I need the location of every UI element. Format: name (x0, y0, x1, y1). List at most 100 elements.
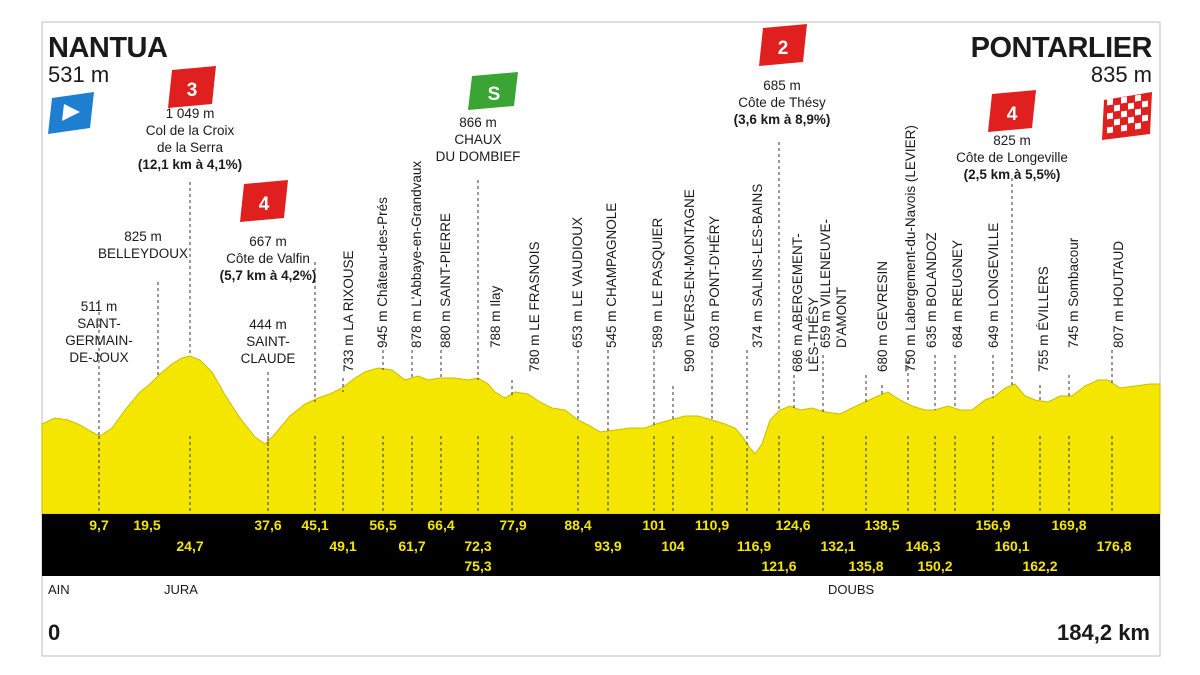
climb-label-line: Col de la Croix (146, 123, 235, 138)
km-mark: 160,1 (994, 538, 1029, 554)
climb-badge-cat-4: 4 (988, 90, 1036, 132)
place-label-vertical: 807 m HOUTAUD (1111, 241, 1126, 348)
km-mark: 162,2 (1022, 558, 1057, 574)
km-mark: 150,2 (917, 558, 952, 574)
km-mark: 61,7 (398, 538, 425, 554)
climb-badge-number: 4 (259, 194, 270, 215)
km-mark: 121,6 (761, 558, 796, 574)
km-mark: 45,1 (301, 517, 328, 533)
sprint-badge-letter: S (488, 84, 501, 105)
km-mark: 146,3 (905, 538, 940, 554)
km-mark: 110,9 (695, 517, 729, 533)
climb-label: 825 m Côte de Longeville (2,5 km à 5,5%) (956, 133, 1068, 182)
place-label-vertical: 589 m LE PASQUIER (650, 217, 665, 348)
place-label-text-2: D'AMONT (834, 287, 849, 348)
place-label-text-2: LÈS-THÉSY (806, 297, 821, 372)
place-label-line: DE-JOUX (69, 350, 128, 365)
place-label-text: 653 m LE VAUDIOUX (570, 217, 585, 348)
place-label-vertical: 545 m CHAMPAGNOLE (604, 203, 619, 348)
sprint-label-line: 866 m (459, 115, 497, 130)
finish-altitude: 835 m (1091, 62, 1152, 87)
km-mark: 72,3 (464, 538, 491, 554)
place-label-vertical: 745 m Sombacour (1066, 237, 1081, 348)
place-label: 444 m SAINT- CLAUDE (241, 317, 296, 366)
finish-flag-icon (1102, 92, 1152, 140)
climb-stats: (2,5 km à 5,5%) (964, 167, 1061, 182)
km-mark: 104 (661, 538, 685, 554)
climb-labels: 1 049 m Col de la Croix de la Serra (12,1 k… (138, 78, 1068, 283)
start-name: NANTUA (48, 32, 168, 64)
climb-label-line: Côte de Thésy (738, 95, 826, 110)
km-mark: 75,3 (464, 558, 491, 574)
place-label-vertical: 945 m Château-des-Prés (375, 197, 390, 348)
climb-badges: 3 4 2 4 S (168, 24, 1036, 222)
km-mark: 19,5 (133, 517, 160, 533)
climb-label-line: 685 m (763, 78, 801, 93)
marker-lines (98, 142, 1113, 514)
place-label-text: 880 m SAINT-PIERRE (438, 213, 453, 348)
finish-name: PONTARLIER (971, 32, 1153, 64)
finish-km: 184,2 km (1057, 620, 1150, 645)
place-label-line: SAINT- (246, 334, 290, 349)
place-label-text: 590 m VERS-EN-MONTAGNE (682, 189, 697, 372)
climb-label: 685 m Côte de Thésy (3,6 km à 8,9%) (734, 78, 831, 127)
km-mark: 66,4 (427, 517, 454, 533)
climb-badge-cat-2: 2 (759, 24, 807, 66)
place-label-vertical: 653 m LE VAUDIOUX (570, 217, 585, 348)
climb-label-line: Côte de Longeville (956, 150, 1068, 165)
place-label-vertical: 635 m BOLANDOZ (924, 232, 939, 348)
place-label-text: 945 m Château-des-Prés (375, 197, 390, 348)
region-ain: AIN (48, 582, 70, 597)
horizontal-place-labels: 511 m SAINT- GERMAIN- DE-JOUX 825 m BELLEYDOU… (65, 229, 295, 366)
place-label-vertical: 686 m ABERGEMENT- LÈS-THÉSY (790, 233, 821, 372)
sprint-label-line: CHAUX (454, 132, 501, 147)
climb-badge-number: 2 (778, 38, 789, 59)
region-doubs: DOUBS (828, 582, 875, 597)
km-mark: 132,1 (820, 538, 855, 554)
place-label-text: 750 m Labergement-du-Navois (LEVIER) (903, 125, 918, 372)
place-label-vertical: 733 m LA RIXOUSE (341, 250, 356, 372)
km-mark: 135,8 (848, 558, 883, 574)
place-label-text: 807 m HOUTAUD (1111, 241, 1126, 348)
place-label: 825 m BELLEYDOUX (98, 229, 188, 261)
km-mark: 169,8 (1051, 517, 1086, 533)
km-mark: 116,9 (737, 538, 771, 554)
place-label-text: 635 m BOLANDOZ (924, 232, 939, 348)
km-mark: 156,9 (975, 517, 1010, 533)
climb-label: 1 049 m Col de la Croix de la Serra (12,1 k… (138, 106, 242, 172)
place-label-line: BELLEYDOUX (98, 246, 188, 261)
place-label-text: 733 m LA RIXOUSE (341, 250, 356, 372)
place-label-vertical: 680 m GEVRESIN (875, 261, 890, 372)
climb-label-line: 1 049 m (166, 106, 215, 121)
place-label-text: 659 m VILLENEUVE- (818, 219, 833, 348)
place-label-vertical: 750 m Labergement-du-Navois (LEVIER) (903, 125, 918, 372)
region-jura: JURA (164, 582, 198, 597)
climb-badge-number: 3 (187, 80, 198, 101)
km-mark: 88,4 (564, 517, 591, 533)
place-label-vertical: 788 m Ilay (488, 285, 503, 348)
climb-badge-cat-4: 4 (240, 180, 288, 222)
km-mark: 138,5 (864, 517, 899, 533)
sprint-label-line: DU DOMBIEF (436, 149, 521, 164)
start-altitude: 531 m (48, 62, 109, 87)
sprint-badge: S (468, 72, 518, 110)
km-mark: 56,5 (369, 517, 396, 533)
place-label-text: 684 m REUGNEY (950, 240, 965, 348)
place-label-vertical: 649 m LONGEVILLE (986, 223, 1001, 348)
climb-label-line: 825 m (993, 133, 1031, 148)
place-label-line: 444 m (249, 317, 287, 332)
frame-border (41, 21, 1161, 657)
place-label-vertical: 878 m L'Abbaye-en-Grandvaux (409, 161, 424, 348)
climb-stats: (12,1 km à 4,1%) (138, 157, 242, 172)
place-label: 511 m SAINT- GERMAIN- DE-JOUX (65, 299, 133, 365)
climb-label-line: de la Serra (157, 140, 224, 155)
place-label-text: 745 m Sombacour (1066, 237, 1081, 348)
place-label-text: 755 m ÉVILLERS (1036, 266, 1051, 372)
start-flag-icon (48, 92, 94, 134)
place-label-text: 686 m ABERGEMENT- (790, 233, 805, 372)
km-mark: 37,6 (254, 517, 281, 533)
climb-badge-number: 4 (1007, 104, 1018, 125)
place-label-vertical: 659 m VILLENEUVE- D'AMONT (818, 219, 849, 348)
km-mark: 101 (642, 517, 666, 533)
